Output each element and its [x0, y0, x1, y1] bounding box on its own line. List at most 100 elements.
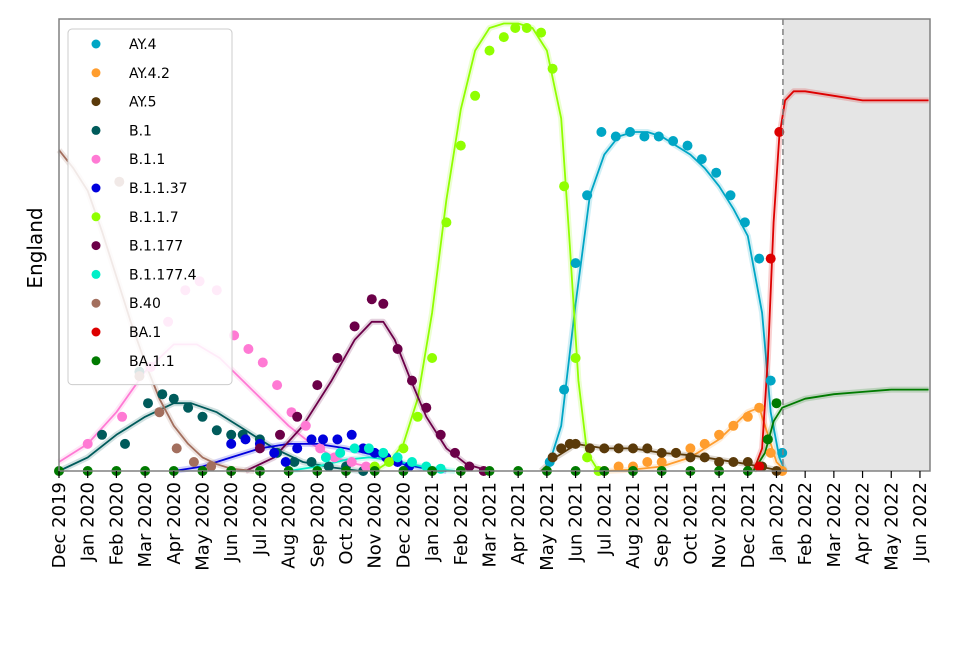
point-ay-4-14: [739, 217, 750, 228]
point-b-1-5: [168, 393, 179, 404]
x-tick-label-20: Aug 2021: [623, 482, 644, 569]
point-ay-5-14: [728, 457, 739, 467]
point-ay-4-2: [570, 258, 581, 269]
point-b-1-177-3: [312, 380, 323, 391]
point-b-1-1-7-10: [510, 23, 521, 33]
point-b-1-1-1: [117, 411, 128, 422]
x-tick-label-19: Jul 2021: [594, 482, 615, 556]
point-b-1-177-1: [275, 429, 285, 440]
point-b-1-177-12: [450, 447, 460, 458]
x-tick-label-21: Sep 2021: [652, 482, 673, 567]
point-ay-4-6: [625, 127, 636, 137]
fit-line-ba-1: [752, 90, 929, 472]
point-b-1-177-11: [435, 429, 446, 440]
point-b-1-177-8: [392, 344, 403, 354]
point-b-1-1-7-4: [427, 353, 438, 363]
fit-line-ba-1-1: [752, 388, 929, 472]
legend-label-b-1-1: B.1.1: [129, 152, 165, 168]
point-b-1-6: [183, 402, 194, 413]
x-tick-label-17: May 2021: [537, 482, 558, 571]
point-b-1-177-0: [254, 443, 265, 454]
point-b-1-1-8: [243, 344, 254, 354]
point-ba-1-0: [754, 461, 765, 472]
point-ay-5-5: [599, 443, 610, 454]
point-ay-5-4: [584, 443, 595, 454]
x-tick-label-16: Apr 2021: [508, 482, 529, 565]
point-b-1-8: [211, 425, 222, 436]
point-ay-4-12: [711, 167, 722, 178]
point-ay-5-1: [556, 443, 567, 454]
legend: AY.4 AY.4.2 AY.5 B.1 B.1.1 B.1.1.37 B.1.1.7 B.1…: [67, 28, 233, 386]
legend-box: [67, 28, 233, 386]
point-ay-4-2-8: [714, 429, 725, 440]
point-b-1-177-4-4: [378, 447, 389, 458]
point-b-40-5: [206, 461, 217, 472]
legend-marker-ay-4-2: [91, 68, 101, 78]
point-b-1-1-0: [82, 438, 93, 449]
point-b-1-1-7-9: [498, 32, 509, 43]
point-b-1-15: [323, 461, 334, 472]
x-tick-label-11: Nov 2020: [365, 482, 386, 569]
x-tick-label-10: Oct 2020: [336, 482, 357, 565]
legend-marker-ay-5: [91, 97, 101, 107]
legend-marker-b-1-177-4: [91, 269, 101, 279]
point-b-40-2: [154, 407, 165, 418]
point-b-1-177-4-5: [392, 452, 403, 463]
x-tick-label-25: Jan 2022: [766, 482, 787, 562]
x-tick-label-13: Jan 2021: [422, 482, 443, 562]
point-b-1-177-13: [464, 461, 475, 472]
legend-label-ay-4-2: AY.4.2: [129, 66, 170, 82]
point-b-1-0: [97, 429, 107, 440]
x-tick-label-23: Nov 2021: [709, 482, 730, 569]
x-tick-label-22: Oct 2021: [680, 482, 701, 565]
point-ay-4-2-6: [685, 443, 696, 454]
legend-label-b-1-1-37: B.1.1.37: [129, 181, 188, 197]
point-ay-4-16: [765, 375, 776, 386]
point-ay-4-1: [559, 384, 570, 395]
point-b-1-9: [226, 429, 237, 440]
legend-label-ba-1: BA.1: [129, 325, 161, 341]
point-ay-4-8: [653, 131, 664, 142]
point-b-1-7: [197, 411, 208, 422]
legend-label-ay-5: AY.5: [129, 95, 157, 111]
point-ay-4-13: [725, 190, 736, 201]
point-b-1-1-15: [346, 457, 357, 467]
point-ay-4-3: [582, 190, 593, 201]
x-tick-label-2: Feb 2020: [106, 482, 127, 565]
point-b-1-1-7-13: [547, 63, 558, 74]
point-b-1-1-7-12: [536, 27, 547, 38]
point-ay-4-2-11: [754, 402, 765, 413]
x-tick-label-26: Feb 2022: [795, 482, 816, 565]
legend-marker-b-1: [91, 125, 101, 135]
x-tick-label-28: Apr 2022: [853, 482, 874, 565]
legend-label-b-40: B.40: [129, 296, 161, 312]
fit-line-b-1-1-7: [374, 22, 600, 472]
point-ay-4-4: [596, 127, 607, 137]
point-b-1-177-6: [366, 294, 377, 305]
point-b-1-1-37-9: [346, 429, 357, 440]
point-b-40-3: [171, 443, 182, 454]
point-ay-4-7: [639, 131, 650, 142]
point-b-1-1-7-5: [441, 217, 452, 228]
point-b-1-1-7-15: [570, 353, 581, 363]
point-ay-5-13: [714, 457, 725, 467]
point-b-1-177-7: [378, 298, 389, 309]
legend-marker-b-1-1: [91, 154, 101, 164]
legend-marker-ba-1-1: [91, 356, 101, 366]
forecast-shading: [782, 19, 930, 471]
point-b-1-1-7-8: [484, 45, 495, 56]
point-ay-4-2-12: [765, 447, 776, 458]
legend-marker-b-40: [91, 298, 101, 308]
point-b-1-177-4-6: [407, 457, 417, 467]
point-b-1-177-4-0: [320, 452, 331, 463]
point-b-1-177-4-3: [363, 443, 374, 454]
point-b-1-4: [157, 389, 168, 400]
point-ay-4-11: [696, 154, 707, 165]
legend-label-ba-1-1: BA.1.1: [129, 354, 175, 370]
point-b-1-1-37-0: [226, 438, 237, 449]
point-ay-4-10: [682, 140, 693, 151]
point-ay-5-7: [628, 443, 638, 454]
x-tick-label-8: Aug 2020: [279, 482, 300, 569]
x-tick-label-5: May 2020: [192, 482, 213, 571]
